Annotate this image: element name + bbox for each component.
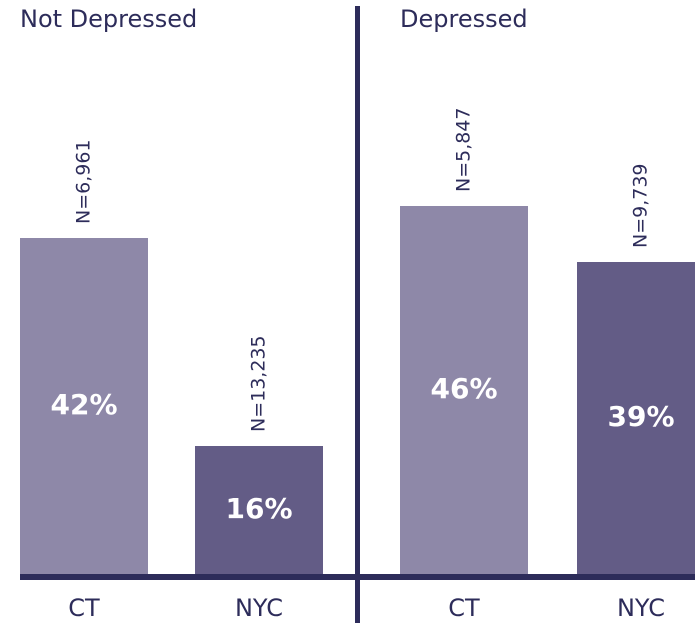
bar — [20, 238, 148, 574]
bar — [195, 446, 323, 574]
panel-divider — [355, 6, 360, 623]
x-tick-label: NYC — [235, 594, 283, 622]
bar — [400, 206, 528, 574]
n-label: N=13,235 — [248, 335, 270, 432]
panel-title: Depressed — [400, 5, 528, 33]
value-label: 39% — [607, 400, 674, 433]
x-tick-label: NYC — [617, 594, 665, 622]
panel-title: Not Depressed — [20, 5, 197, 33]
bar — [577, 262, 695, 574]
n-label: N=9,739 — [630, 163, 652, 248]
value-label: 16% — [225, 492, 292, 525]
baseline — [20, 574, 695, 580]
n-label: N=5,847 — [453, 107, 475, 192]
value-label: 42% — [50, 388, 117, 421]
x-tick-label: CT — [448, 594, 480, 622]
value-label: 46% — [430, 372, 497, 405]
n-label: N=6,961 — [73, 139, 95, 224]
x-tick-label: CT — [68, 594, 100, 622]
